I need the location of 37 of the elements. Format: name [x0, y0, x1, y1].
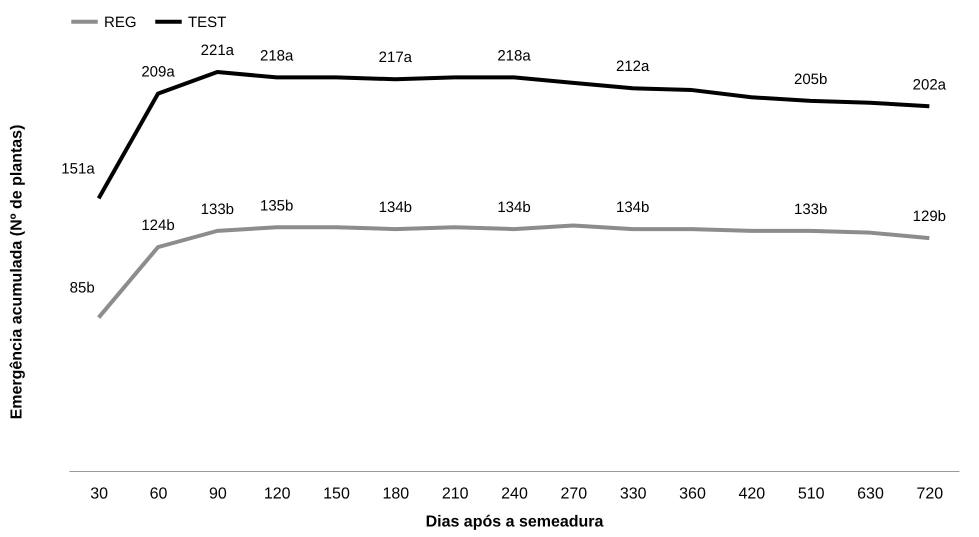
- data-label: 133b: [200, 200, 234, 218]
- data-label: 218a: [497, 47, 532, 64]
- data-label: 134b: [378, 199, 412, 216]
- y-axis-title: Emergência acumulada (Nº de plantas): [8, 124, 26, 420]
- x-tick-label: 90: [208, 486, 227, 502]
- data-label: 209a: [141, 64, 176, 81]
- data-label: 134b: [616, 199, 650, 216]
- data-label: 135b: [260, 197, 294, 214]
- x-tick-label: 510: [798, 486, 825, 502]
- data-label: 124b: [141, 217, 175, 234]
- data-label: 151a: [61, 160, 96, 178]
- x-tick-label: 60: [150, 486, 168, 502]
- data-label: 134b: [497, 199, 531, 216]
- legend-label: TEST: [188, 14, 226, 31]
- x-axis-title: Dias após a semeadura: [426, 514, 604, 530]
- x-tick-label: 330: [620, 486, 647, 502]
- x-tick-label: 270: [560, 486, 588, 502]
- x-tick-label: 120: [264, 486, 291, 502]
- data-label: 205b: [794, 70, 828, 88]
- x-tick-label: 360: [679, 486, 706, 502]
- x-tick-label: 240: [501, 486, 528, 502]
- x-tick-label: 150: [323, 486, 350, 502]
- data-label: 218a: [260, 47, 294, 64]
- legend-label: REG: [104, 14, 137, 31]
- data-label: 217a: [378, 49, 413, 66]
- data-label: 221a: [200, 42, 235, 59]
- data-label: 85b: [70, 280, 95, 297]
- x-tick-label: 630: [857, 486, 884, 502]
- data-label: 133b: [794, 200, 828, 218]
- x-tick-label: 180: [382, 486, 410, 502]
- x-tick-label: 420: [738, 486, 766, 502]
- x-tick-label: 210: [442, 486, 469, 502]
- data-label: 129b: [912, 208, 946, 226]
- data-label: 212a: [616, 58, 650, 76]
- x-tick-label: 30: [90, 486, 108, 502]
- data-label: 202a: [912, 76, 947, 94]
- x-tick-label: 720: [916, 486, 944, 502]
